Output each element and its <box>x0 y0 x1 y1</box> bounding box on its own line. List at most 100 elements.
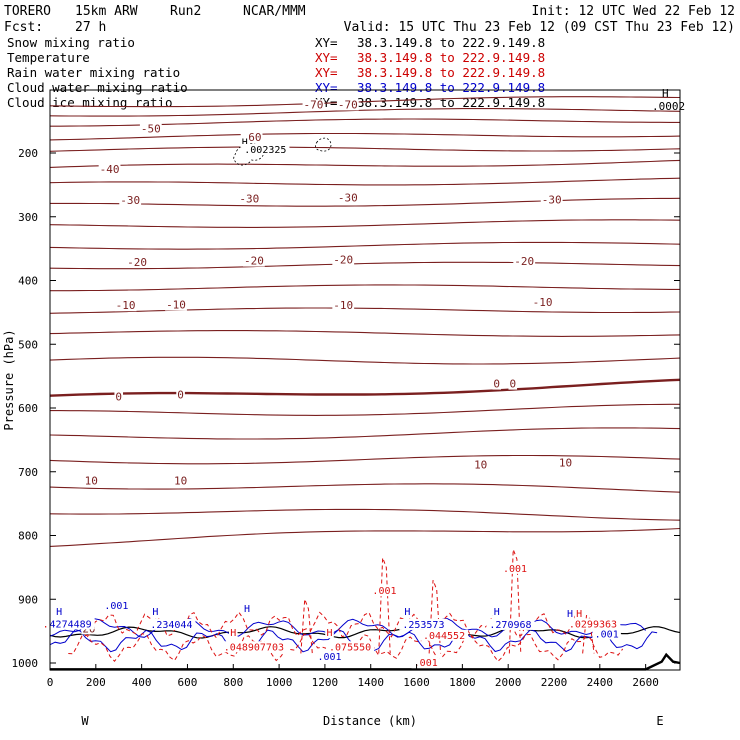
isotherm-4 <box>49 146 681 152</box>
x-tick-label-2000: 2000 <box>495 676 522 689</box>
fcst-hours-label: 27 h <box>75 20 106 35</box>
y-tick-label-400: 400 <box>18 275 38 288</box>
rain-label-1: .001 <box>503 564 527 575</box>
isotherm-label-bg-24 <box>557 457 574 469</box>
rain-label-bg-8 <box>574 608 584 620</box>
cloud-water-label-bg-6 <box>403 606 412 618</box>
rain-label-bg-2 <box>228 627 238 639</box>
x-tick-label-1000: 1000 <box>266 676 293 689</box>
x-tick-label-1200: 1200 <box>312 676 339 689</box>
rain-spike-4 <box>300 599 313 654</box>
y-tick-label-700: 700 <box>18 466 38 479</box>
isotherm-label-20: 0 <box>509 378 516 391</box>
x-tick-label-1600: 1600 <box>403 676 430 689</box>
rain-label-bg-3 <box>219 641 288 653</box>
xy-range-2: 38.3.149.8 to 222.9.149.8 <box>357 50 545 65</box>
cloud-water-contour-1 <box>49 617 646 638</box>
isotherm-label-1: -70 <box>338 98 358 111</box>
isotherm-label-14: -10 <box>166 299 186 312</box>
rain-label-4: H <box>326 628 332 639</box>
isotherm-5 <box>49 159 681 168</box>
isotherm-label-3: -50 <box>141 123 161 136</box>
isotherm-label-bg-18 <box>176 389 185 401</box>
temperature-isotherms <box>49 96 681 547</box>
isotherm-label-10: -20 <box>244 255 264 268</box>
legend-item-temperature: Temperature <box>7 50 90 65</box>
cloud-water-label-bg-11 <box>315 650 344 662</box>
cloud-water-label-bg-7 <box>399 618 448 630</box>
xy-prefix-2: XY= <box>315 50 338 65</box>
cloud-water-label-4: .234044 <box>150 620 192 631</box>
snow-label-1: .002325 <box>244 145 286 156</box>
fcst-label: Fcst: <box>4 20 43 35</box>
y-tick-label-500: 500 <box>18 338 38 351</box>
isotherm-label-bg-19 <box>492 378 502 390</box>
cloud-water-label-2: .001 <box>104 601 128 612</box>
init-label: Init: 12 UTC Wed 22 Feb 12 <box>532 4 736 19</box>
isotherm-label-7: -30 <box>338 191 358 204</box>
isotherm-label-bg-20 <box>508 378 518 390</box>
rain-spike-1 <box>428 579 442 654</box>
cloud-water-label-bg-0 <box>54 606 64 618</box>
cloud-water-label-bg-3 <box>151 606 160 618</box>
rain-label-bg-5 <box>326 641 375 653</box>
isotherm-label-bg-10 <box>242 255 265 267</box>
isotherm-label-22: 10 <box>174 475 187 488</box>
isotherm-label-15: -10 <box>333 299 353 312</box>
cloud-ice-blob-2 <box>315 137 332 152</box>
xy-range-1: 38.3.149.8 to 222.9.149.8 <box>357 35 545 50</box>
rain-label-bg-7 <box>565 618 621 630</box>
isotherm-label-bg-0 <box>302 99 325 111</box>
terrain <box>50 652 681 671</box>
model-label: TORERO <box>4 4 51 19</box>
rain-label-7: .0299363 <box>569 619 617 630</box>
x-tick-label-0: 0 <box>47 676 54 689</box>
isotherm-label-bg-2 <box>240 131 263 143</box>
isotherm-label-13: -10 <box>116 299 136 312</box>
rain-label-8: H <box>576 609 582 620</box>
cloud-water-label-bg-5 <box>242 603 252 614</box>
cloud-water-label-1: 4274489 <box>50 619 92 630</box>
isotherm-15 <box>49 378 681 397</box>
isotherm-6 <box>49 177 681 186</box>
xy-prefix-4: XY= <box>315 80 338 95</box>
isotherm-label-bg-4 <box>98 163 121 175</box>
isotherm-14 <box>49 356 681 365</box>
cloud-water-label-9: .270968 <box>489 620 531 631</box>
isotherm-8 <box>49 219 681 228</box>
xy-prefix-3: XY= <box>315 65 338 80</box>
rain-label-bg-9 <box>411 657 440 669</box>
xy-range-4: 38.3.149.8 to 222.9.149.8 <box>357 80 545 95</box>
snow-label-bg-1 <box>241 144 290 155</box>
cloud-water-label-bg-8 <box>492 606 502 618</box>
cloud-water-label-0: H <box>56 607 62 618</box>
xy-range-5: 38.3.149.8 to 222.9.149.8 <box>357 95 545 110</box>
isotherm-0 <box>49 96 681 108</box>
rain-spike-2 <box>508 549 522 654</box>
x-tick-label-1800: 1800 <box>449 676 476 689</box>
cloud-water-label-3: H <box>152 607 158 618</box>
isotherm-7 <box>50 197 681 207</box>
isotherm-label-19: 0 <box>493 378 500 391</box>
isotherm-label-24: 10 <box>559 457 572 470</box>
isotherm-label-17: 0 <box>115 390 122 403</box>
legend-item-snow: Snow mixing ratio <box>7 35 135 50</box>
rain-label-0: .001 <box>372 586 396 597</box>
isotherm-label-bg-1 <box>336 99 359 111</box>
corner-value-label: .0002 <box>652 100 685 113</box>
isotherm-label-21: 10 <box>85 475 98 488</box>
cloud-water-label-bg-4 <box>147 618 196 630</box>
x-tick-label-2200: 2200 <box>541 676 568 689</box>
isotherm-label-4: -40 <box>100 163 120 176</box>
isotherm-12 <box>49 307 681 314</box>
legend-item-cloud-ice: Cloud ice mixing ratio <box>7 95 173 110</box>
snow-label-bg-0 <box>240 136 250 148</box>
cloud-water-label-bg-12 <box>592 628 621 640</box>
isotherm-16 <box>50 403 680 416</box>
x-tick-label-2400: 2400 <box>587 676 614 689</box>
corner-h-label: H <box>662 87 669 100</box>
xy-range-3: 38.3.149.8 to 222.9.149.8 <box>357 65 545 80</box>
isotherm-18 <box>49 454 681 465</box>
rain-label-6: .044552 <box>423 631 465 642</box>
isotherm-label-bg-17 <box>114 391 124 403</box>
